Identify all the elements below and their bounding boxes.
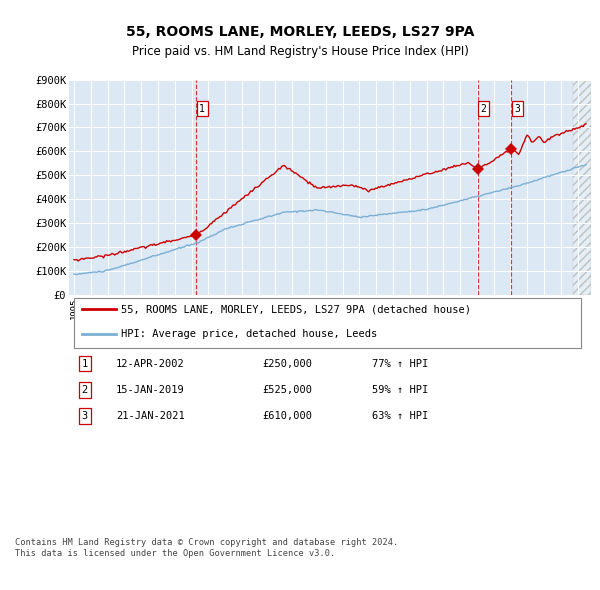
Text: 3: 3 — [82, 411, 88, 421]
Text: 2: 2 — [481, 104, 487, 114]
Text: HPI: Average price, detached house, Leeds: HPI: Average price, detached house, Leed… — [121, 329, 377, 339]
Text: £525,000: £525,000 — [262, 385, 312, 395]
Text: 3: 3 — [514, 104, 520, 114]
Text: 59% ↑ HPI: 59% ↑ HPI — [372, 385, 428, 395]
Text: 77% ↑ HPI: 77% ↑ HPI — [372, 359, 428, 369]
Text: 15-JAN-2019: 15-JAN-2019 — [116, 385, 185, 395]
Text: 1: 1 — [199, 104, 205, 114]
Text: £610,000: £610,000 — [262, 411, 312, 421]
Text: £250,000: £250,000 — [262, 359, 312, 369]
Text: 63% ↑ HPI: 63% ↑ HPI — [372, 411, 428, 421]
Text: 55, ROOMS LANE, MORLEY, LEEDS, LS27 9PA (detached house): 55, ROOMS LANE, MORLEY, LEEDS, LS27 9PA … — [121, 304, 471, 314]
Text: Contains HM Land Registry data © Crown copyright and database right 2024.
This d: Contains HM Land Registry data © Crown c… — [15, 538, 398, 558]
Text: 2: 2 — [82, 385, 88, 395]
Text: 1: 1 — [82, 359, 88, 369]
FancyBboxPatch shape — [74, 297, 581, 348]
Text: 12-APR-2002: 12-APR-2002 — [116, 359, 185, 369]
Text: 21-JAN-2021: 21-JAN-2021 — [116, 411, 185, 421]
Text: 55, ROOMS LANE, MORLEY, LEEDS, LS27 9PA: 55, ROOMS LANE, MORLEY, LEEDS, LS27 9PA — [126, 25, 474, 40]
Text: Price paid vs. HM Land Registry's House Price Index (HPI): Price paid vs. HM Land Registry's House … — [131, 45, 469, 58]
